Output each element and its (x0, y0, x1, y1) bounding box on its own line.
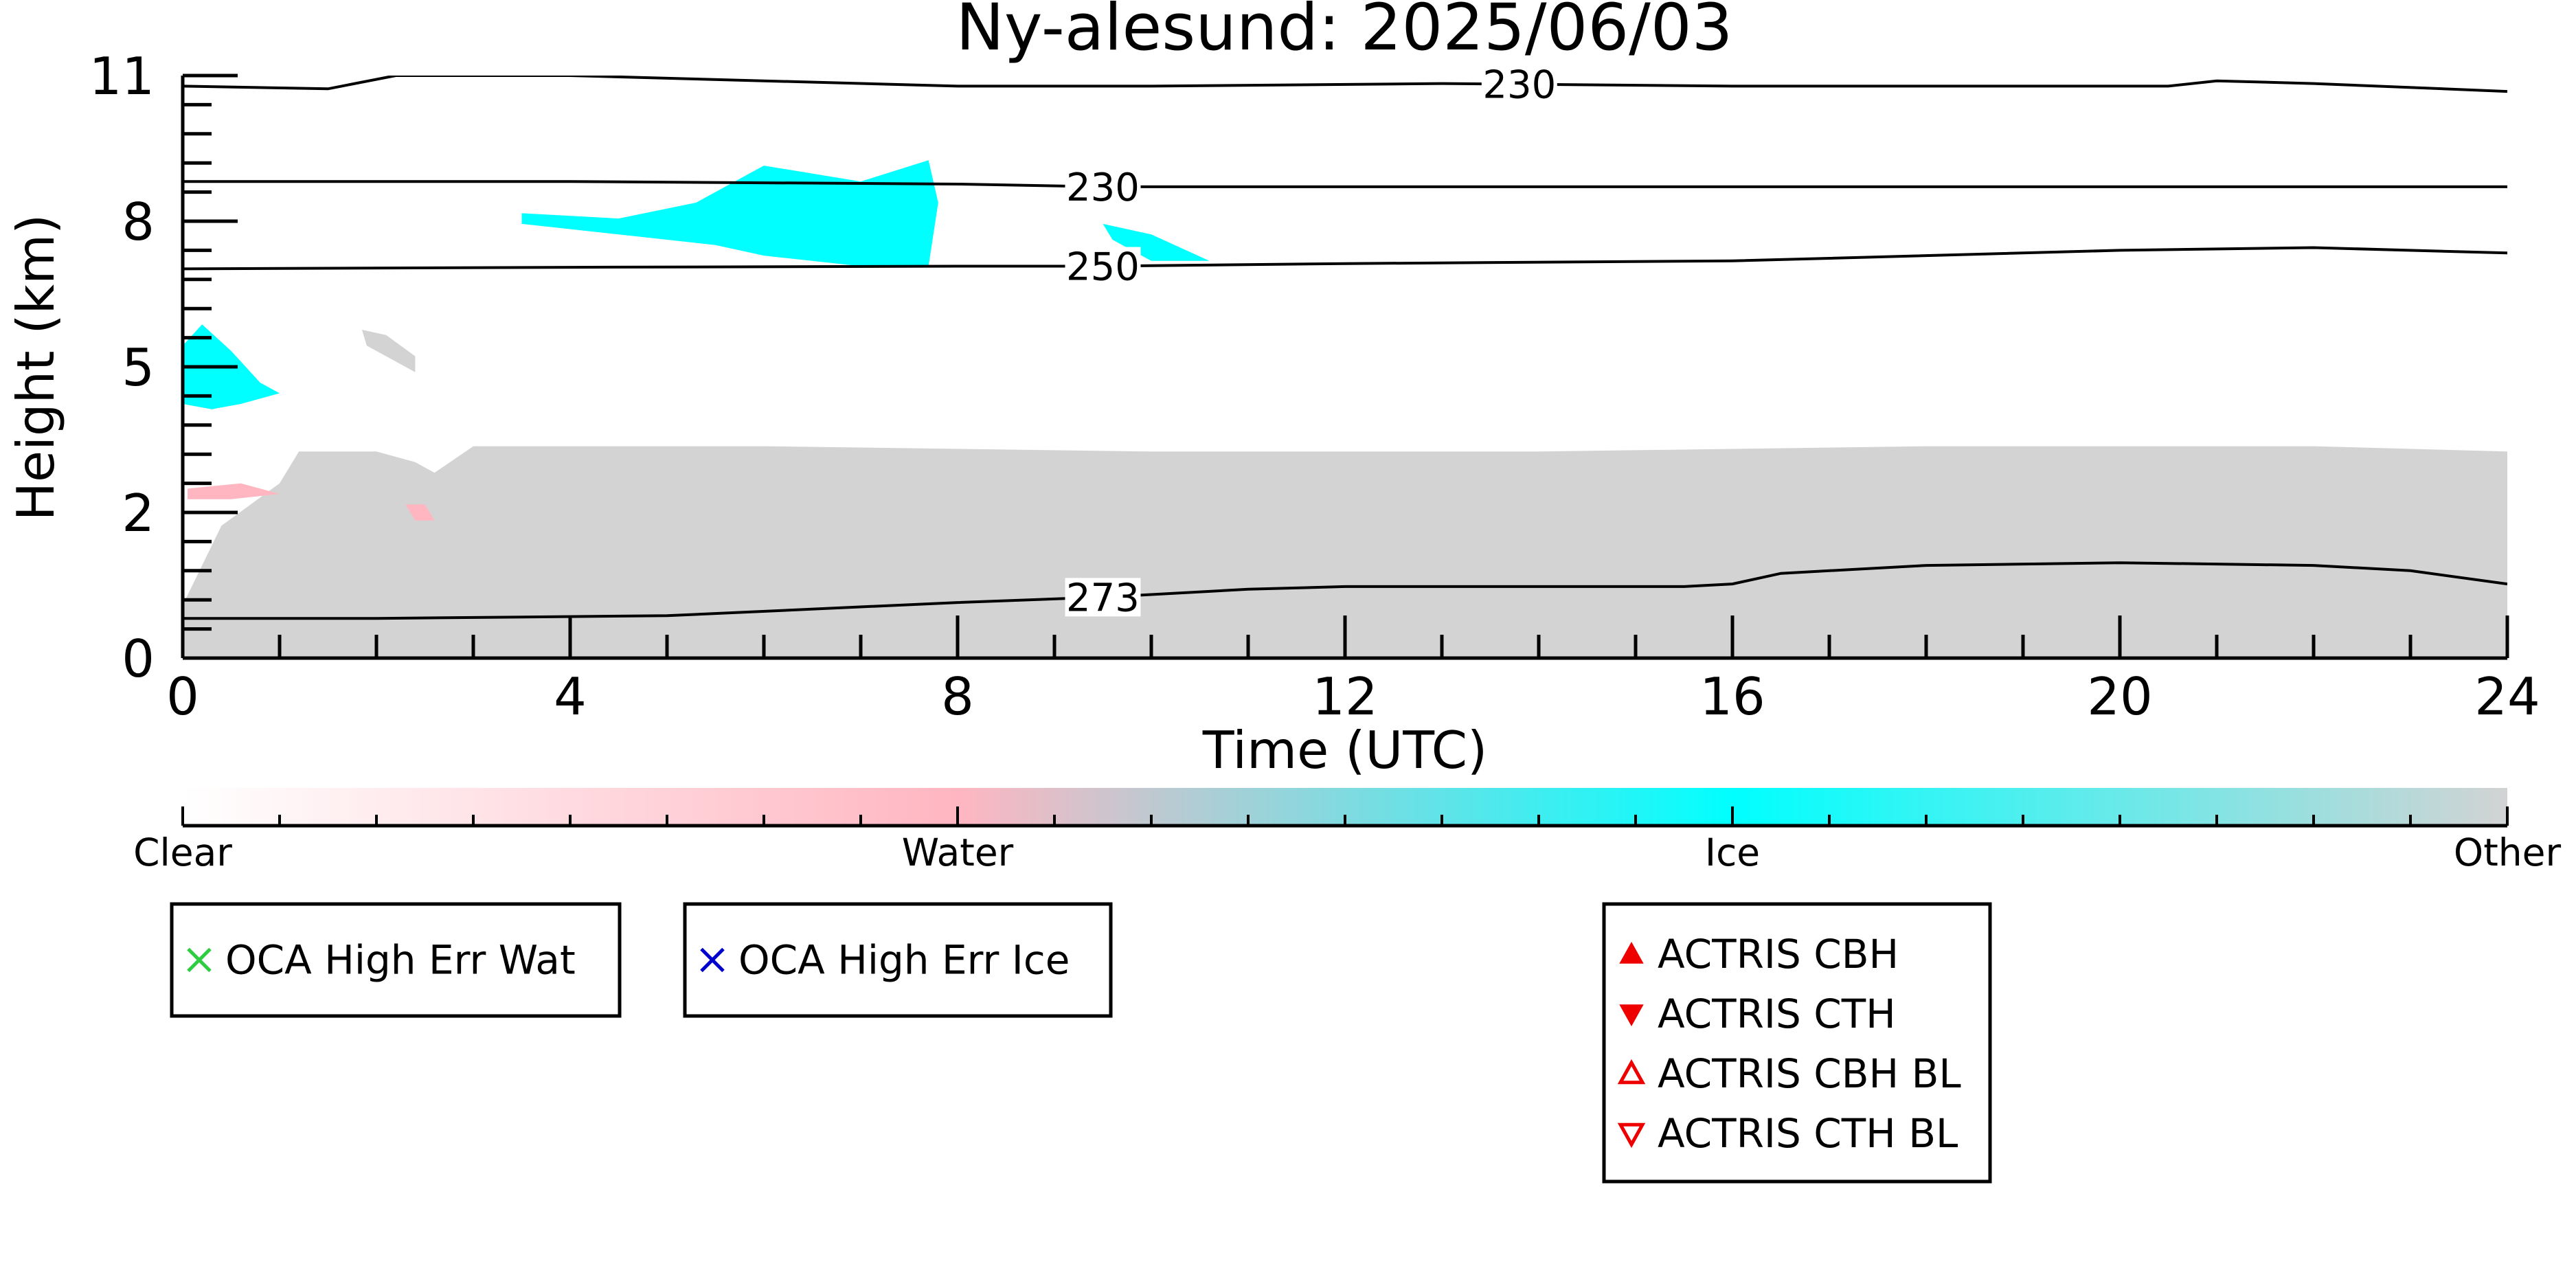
contour-label-230-1: 230 (1066, 166, 1140, 210)
y-tick-label: 11 (89, 46, 155, 106)
triangle-down-filled-icon (1619, 1004, 1644, 1027)
x-tick-label: 0 (166, 666, 199, 727)
contour-line-273-3 (183, 561, 2507, 620)
legend-entry-label: OCA High Err Wat (225, 937, 576, 984)
legend-box-1: OCA High Err Wat (170, 902, 622, 1018)
legend-entry-label: ACTRIS CBH (1658, 931, 1899, 978)
contour-line-230-1 (183, 180, 2507, 188)
region-water-6 (405, 504, 435, 521)
x-tick-label: 24 (2474, 666, 2540, 727)
triangle-up-open-icon (1617, 1059, 1646, 1085)
contour-label-bg-2 (1065, 247, 1141, 286)
triangle-down-open-icon (1617, 1122, 1646, 1149)
x-tick-label: 4 (554, 666, 587, 727)
y-tick-label: 2 (122, 483, 155, 543)
legend-entry-label: ACTRIS CBH BL (1658, 1050, 1961, 1097)
contour-line-250-2 (183, 246, 2507, 271)
x-tick-label: 12 (1312, 666, 1377, 727)
y-tick-label: 8 (122, 192, 155, 252)
legend-entry-label: ACTRIS CTH BL (1658, 1110, 1958, 1157)
contour-label-bg-3 (1065, 578, 1141, 617)
legend-box-2: OCA High Err Ice (683, 902, 1113, 1018)
y-axis-label: Height (km) (5, 214, 66, 521)
x-tick-label: 20 (2087, 666, 2152, 727)
contour-line-230-0 (183, 76, 2507, 93)
contour-label-bg-0 (1481, 65, 1557, 104)
x-tick-label: 8 (941, 666, 974, 727)
colorbar-label-other: Other (2454, 831, 2562, 874)
colorbar-label-water: Water (902, 831, 1014, 874)
y-tick-label: 0 (122, 629, 155, 689)
legend-entry-label: OCA High Err Ice (738, 937, 1070, 984)
region-other-4 (361, 330, 416, 372)
triangle-up-filled-icon (1619, 941, 1644, 964)
legend-frame (170, 902, 622, 1018)
x-axis-label: Time (UTC) (1202, 720, 1488, 780)
contour-label-250-2: 250 (1066, 245, 1140, 290)
chart-title: Ny-alesund: 2025/06/03 (956, 0, 1733, 65)
colorbar-label-clear: Clear (133, 831, 232, 874)
region-water-5 (188, 483, 280, 499)
legend-frame (1602, 902, 1992, 1184)
contour-label-bg-1 (1065, 167, 1141, 206)
colorbar-label-ice: Ice (1705, 831, 1760, 874)
plot-area: 230 230 250 273 0 4 8 12 16 20 24 0 2 5 8 11 (89, 46, 2540, 727)
colorbar: Clear Water Ice Other (133, 788, 2561, 874)
contour-label-273-3: 273 (1066, 576, 1140, 620)
x-marker-icon (700, 947, 725, 973)
y-tick-label: 5 (122, 337, 155, 398)
contour-label-230-0: 230 (1482, 63, 1556, 108)
x-marker-icon (187, 947, 212, 973)
legend-entry-label: ACTRIS CTH (1658, 991, 1896, 1037)
region-ice-3 (1103, 223, 1210, 261)
region-ice-2 (521, 160, 938, 267)
region-other-0 (183, 446, 2507, 658)
x-tick-label: 16 (1699, 666, 1765, 727)
legend-frame (683, 902, 1113, 1018)
legend-box-3: ACTRIS CBH ACTRIS CTH ACTRIS CBH BL ACTRIS … (1602, 902, 1992, 1184)
